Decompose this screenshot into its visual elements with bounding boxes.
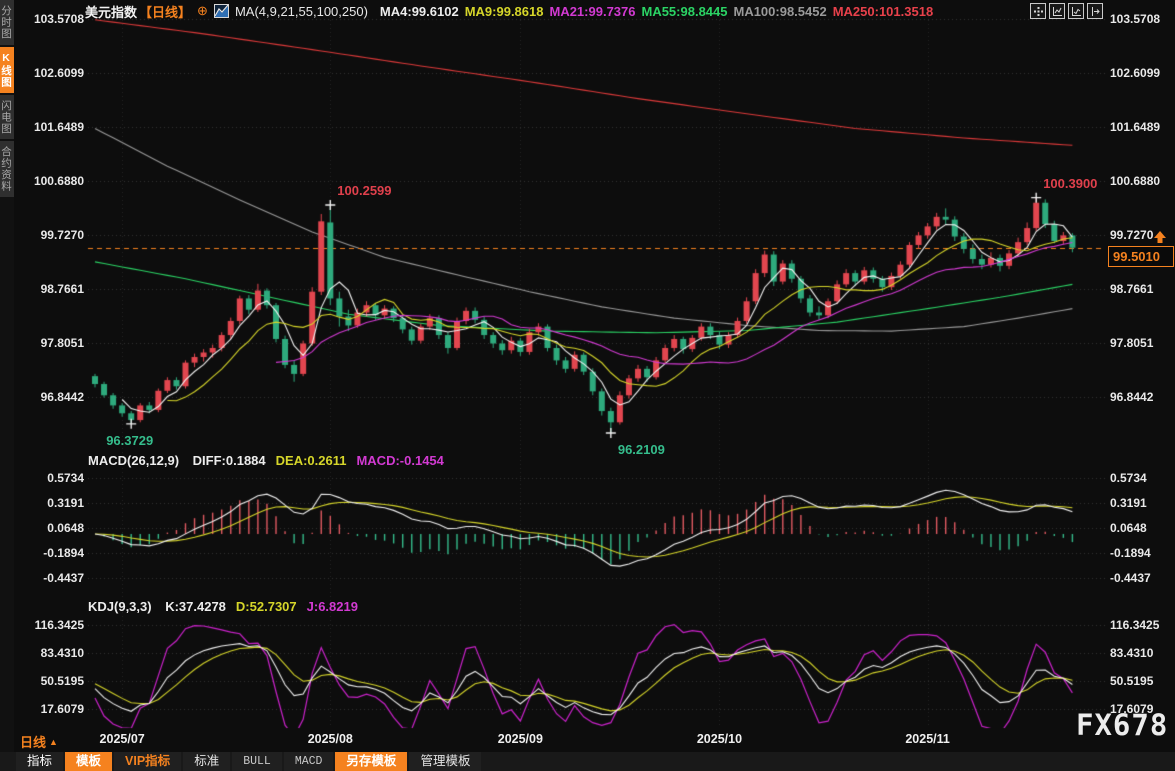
sidebar-item-K线图[interactable]: K线图: [0, 46, 14, 93]
chart-type-sidebar: 分时图 K线图 闪电图合约资料: [0, 0, 14, 771]
tab-标准[interactable]: 标准: [183, 752, 231, 771]
tab-BULL[interactable]: BULL: [232, 752, 282, 771]
axis-tick-l-100.6880: 100.6880: [33, 173, 84, 188]
x-axis-month-2025/08: 2025/08: [307, 732, 353, 746]
axis-tick-r-0.5734: 0.5734: [1110, 470, 1147, 485]
axis-tick-l-116.3425: 116.3425: [34, 618, 84, 633]
axis-tick-r-50.5195: 50.5195: [1110, 674, 1154, 688]
add-indicator-icon[interactable]: ⊕: [197, 3, 208, 18]
indicator-value: K:37.4278: [165, 599, 226, 614]
price-up-arrow-icon: [1153, 231, 1167, 249]
price-annotation-100.2599: 100.2599: [337, 182, 392, 198]
x-axis-month-2025/11: 2025/11: [905, 732, 950, 746]
axis-tick-l-96.8442: 96.8442: [40, 390, 84, 405]
ma-value: MA55:98.8445: [641, 3, 728, 19]
axis-tick-l-0.0648: 0.0648: [47, 520, 84, 535]
mini-chart-icon[interactable]: [213, 4, 229, 18]
indicator-tabs-bar: 指标 模板 VIP指标 标准 BULL MACD 另存模板 管理模板: [0, 752, 1175, 771]
kdj-title[interactable]: KDJ(9,3,3): [88, 599, 152, 614]
period-selector[interactable]: 日线 ▲: [20, 732, 58, 751]
brand-watermark: FX678: [1076, 708, 1169, 742]
axis-tick-r-103.5708: 103.5708: [1110, 11, 1161, 26]
axis-tick-r-97.8051: 97.8051: [1110, 336, 1154, 351]
axis-tick-r-100.6880: 100.6880: [1110, 173, 1161, 188]
ma-values: MA4:99.6102 MA9:99.8618 MA21:99.7376 MA55:9…: [374, 4, 933, 19]
axis-tick-r-96.8442: 96.8442: [1110, 390, 1154, 405]
indicator-value: MACD:-0.1454: [356, 453, 444, 468]
axis-tick-l-98.7661: 98.7661: [40, 282, 84, 297]
axis-tick-r--0.1894: -0.1894: [1110, 545, 1151, 560]
axis-tick-l-0.3191: 0.3191: [47, 495, 84, 510]
axis-tick-l-99.7270: 99.7270: [40, 228, 84, 242]
chart-window-alt-icon[interactable]: [1068, 3, 1084, 19]
ma-value: MA100:98.5452: [733, 3, 827, 19]
ma-settings-label[interactable]: MA(4,9,21,55,100,250): [234, 3, 368, 19]
chart-header: 美元指数 【日线】 ⊕ MA(4,9,21,55,100,250) MA4:99…: [85, 2, 933, 20]
macd-title[interactable]: MACD(26,12,9): [88, 453, 180, 468]
axis-tick-l-97.8051: 97.8051: [40, 336, 84, 351]
x-axis-month-2025/07: 2025/07: [99, 732, 145, 746]
axis-tick-r-0.0648: 0.0648: [1110, 520, 1147, 535]
tab-模板[interactable]: 模板: [65, 752, 113, 771]
ma-value: MA21:99.7376: [549, 3, 636, 19]
grid-layout-icon[interactable]: [1030, 3, 1046, 19]
ma-value: MA250:101.3518: [832, 3, 934, 19]
axis-tick-l-17.6079: 17.6079: [40, 701, 84, 716]
tab-VIP指标[interactable]: VIP指标: [114, 752, 182, 771]
current-price-tag: 99.5010: [1108, 246, 1174, 267]
sidebar-item-闪电图[interactable]: 闪电图: [0, 94, 14, 139]
tab-另存模板[interactable]: 另存模板: [335, 752, 408, 771]
x-axis-row: 日线 ▲ 2025/07 2025/08 2025/09 2025/10 2025/11: [0, 731, 1175, 751]
window-toolbar: [1030, 3, 1103, 19]
axis-tick-l-50.5195: 50.5195: [40, 674, 84, 688]
axis-tick-r-102.6099: 102.6099: [1110, 65, 1161, 80]
kdj-panel-header: KDJ(9,3,3) K:37.4278 D:52.7307 J:6.8219: [88, 599, 368, 614]
indicator-value: DEA:0.2611: [275, 453, 347, 468]
sidebar-item-合约资料[interactable]: 合约资料: [0, 141, 14, 197]
sidebar-item-分时图[interactable]: 分时图: [0, 0, 14, 45]
axis-tick-l-102.6099: 102.6099: [33, 65, 84, 80]
price-annotation-96.3729: 96.3729: [106, 432, 154, 448]
indicator-value: D:52.7307: [235, 599, 297, 614]
axis-tick-r-99.7270: 99.7270: [1110, 228, 1154, 242]
tab-管理模板[interactable]: 管理模板: [409, 752, 482, 771]
x-axis-month-2025/09: 2025/09: [497, 732, 543, 746]
axis-tick-r-116.3425: 116.3425: [1110, 618, 1160, 633]
chevron-up-icon: ▲: [49, 737, 58, 747]
axis-tick-l-103.5708: 103.5708: [33, 11, 84, 26]
axis-tick-l-0.5734: 0.5734: [47, 470, 84, 485]
axis-tick-r-0.3191: 0.3191: [1110, 495, 1147, 510]
ma-value: MA9:99.8618: [464, 3, 544, 19]
axis-tick-r--0.4437: -0.4437: [1110, 570, 1151, 585]
period-badge[interactable]: 【日线】: [139, 4, 192, 20]
indicator-value: DIFF:0.1884: [192, 453, 266, 468]
axis-tick-l-83.4310: 83.4310: [40, 646, 84, 661]
axis-tick-l-101.6489: 101.6489: [33, 119, 84, 134]
symbol-title: 美元指数: [85, 4, 138, 20]
price-annotation-96.2109: 96.2109: [617, 441, 665, 457]
x-axis-month-2025/10: 2025/10: [696, 732, 743, 746]
axis-tick-l--0.1894: -0.1894: [43, 545, 84, 560]
chart-window-icon[interactable]: [1049, 3, 1065, 19]
axis-tick-r-98.7661: 98.7661: [1110, 282, 1154, 297]
axis-tick-r-101.6489: 101.6489: [1110, 119, 1161, 134]
tab-指标[interactable]: 指标: [16, 752, 64, 771]
panel-collapse-icon[interactable]: [1087, 3, 1103, 19]
price-annotation-100.3900: 100.3900: [1043, 175, 1098, 191]
axis-tick-r-17.6079: 17.6079: [1110, 701, 1154, 716]
tab-MACD[interactable]: MACD: [283, 752, 334, 771]
indicator-value: J:6.8219: [306, 599, 358, 614]
ma-value: MA4:99.6102: [379, 3, 459, 19]
macd-panel-header: MACD(26,12,9) DIFF:0.1884 DEA:0.2611 MACD:…: [88, 453, 454, 468]
axis-tick-r-83.4310: 83.4310: [1110, 646, 1154, 661]
axis-tick-l--0.4437: -0.4437: [43, 570, 84, 585]
period-selector-label: 日线: [20, 735, 47, 750]
